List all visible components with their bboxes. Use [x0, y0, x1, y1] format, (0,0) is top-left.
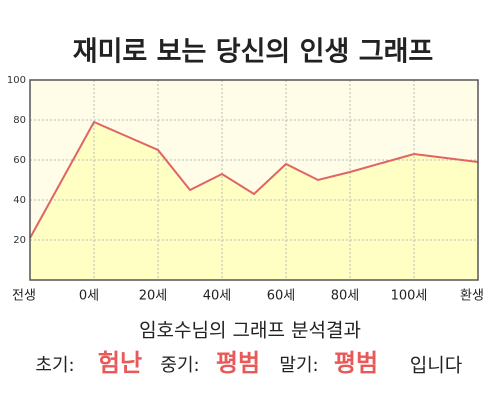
- y-tick-label: 100: [7, 75, 26, 86]
- y-tick-label: 60: [13, 155, 26, 166]
- analysis-heading: 임호수님의 그래프 분석결과: [139, 320, 361, 342]
- y-tick-label: 20: [13, 235, 26, 246]
- x-tick-label: 100세: [391, 289, 428, 304]
- analysis-value: 험난: [98, 349, 142, 377]
- analysis-value: 평범: [216, 349, 260, 377]
- x-tick-label: 20세: [139, 289, 168, 304]
- line: [29, 120, 479, 239]
- analysis-label: 중기:: [160, 355, 199, 376]
- chart-title: 재미로 보는 당신의 인생 그래프: [73, 37, 434, 68]
- x-tick-label: 60세: [267, 289, 296, 304]
- x-tick-label: 전생: [12, 289, 36, 304]
- y-tick-label: 40: [13, 195, 26, 206]
- y-tick-label: 80: [13, 115, 26, 126]
- plot-border: [29, 79, 479, 281]
- analysis-label: 초기:: [35, 355, 74, 376]
- analysis-ending: 입니다: [410, 355, 462, 377]
- analysis-label: 말기:: [279, 355, 318, 376]
- analysis-value: 평범: [334, 349, 378, 377]
- x-tick-label: 40세: [203, 289, 232, 304]
- x-tick-label: 80세: [331, 289, 360, 304]
- x-tick-label: 0세: [79, 289, 99, 304]
- x-tick-label: 환생: [460, 289, 484, 304]
